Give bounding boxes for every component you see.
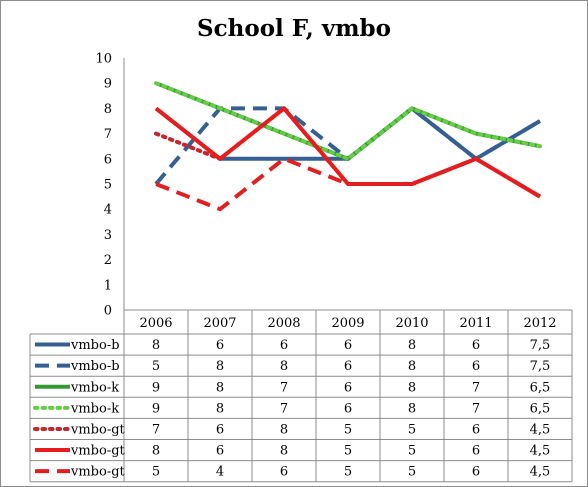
y-tick-label: 9	[104, 77, 112, 92]
data-cell: 9	[152, 380, 160, 395]
data-cell: 6	[280, 465, 288, 480]
legend-label: vmbo-b	[70, 338, 120, 353]
data-cell: 7,5	[530, 338, 551, 353]
data-cell: 8	[408, 338, 416, 353]
legend-label: vmbo-b	[70, 359, 120, 374]
data-cell: 6	[472, 359, 480, 374]
data-cell: 6	[472, 422, 480, 437]
x-tick-label: 2010	[395, 316, 428, 331]
data-cell: 6	[216, 444, 224, 459]
series-line-vmbo-k-dotted	[154, 81, 542, 161]
data-cell: 8	[216, 401, 224, 416]
data-cell: 8	[152, 338, 160, 353]
data-cell: 8	[216, 359, 224, 374]
x-tick-label: 2012	[523, 316, 556, 331]
data-cell: 4	[216, 465, 224, 480]
data-cell: 6	[344, 338, 352, 353]
data-cell: 5	[408, 444, 416, 459]
data-cell: 8	[280, 444, 288, 459]
data-cell: 7	[472, 401, 480, 416]
y-tick-label: 4	[104, 203, 112, 218]
data-cell: 6	[344, 401, 352, 416]
data-cell: 7,5	[530, 359, 551, 374]
data-cell: 4,5	[530, 444, 551, 459]
series-line-vmbo-gt-solid	[154, 106, 542, 199]
data-cell: 5	[408, 422, 416, 437]
data-cell: 9	[152, 401, 160, 416]
y-tick-label: 3	[104, 228, 112, 243]
data-cell: 8	[408, 359, 416, 374]
legend-label: vmbo-k	[70, 380, 119, 395]
y-tick-label: 1	[104, 278, 112, 293]
data-cell: 8	[408, 401, 416, 416]
data-cell: 6	[472, 465, 480, 480]
data-cell: 4,5	[530, 465, 551, 480]
legend-label: vmbo-gt	[70, 444, 126, 459]
data-cell: 5	[344, 465, 352, 480]
data-cell: 7	[280, 380, 288, 395]
x-tick-label: 2011	[459, 316, 492, 331]
y-tick-label: 10	[95, 52, 112, 67]
data-cell: 5	[344, 444, 352, 459]
x-tick-label: 2007	[203, 316, 236, 331]
data-cell: 8	[280, 359, 288, 374]
data-cell: 6	[472, 444, 480, 459]
legend-label: vmbo-gt	[70, 465, 126, 480]
data-cell: 6	[216, 422, 224, 437]
series-line-vmbo-k-solid	[155, 81, 541, 161]
data-cell: 6	[472, 338, 480, 353]
data-cell: 5	[152, 465, 160, 480]
data-cell: 5	[408, 465, 416, 480]
legend-label: vmbo-k	[70, 401, 119, 416]
data-cell: 8	[152, 444, 160, 459]
data-cell: 6,5	[530, 380, 551, 395]
data-cell: 7	[472, 380, 480, 395]
y-tick-label: 0	[104, 304, 112, 319]
series-line-vmbo-gt-dashed	[155, 156, 542, 212]
y-tick-label: 5	[104, 178, 112, 193]
data-cell: 6	[216, 338, 224, 353]
data-cell: 7	[280, 401, 288, 416]
y-tick-label: 2	[104, 253, 112, 268]
data-cell: 8	[280, 422, 288, 437]
data-cell: 6	[344, 359, 352, 374]
y-tick-label: 6	[104, 152, 112, 167]
series-line-vmbo-b-dashed	[154, 106, 542, 186]
data-cell: 8	[408, 380, 416, 395]
data-cell: 7	[152, 422, 160, 437]
data-cell: 5	[152, 359, 160, 374]
data-cell: 6,5	[530, 401, 551, 416]
x-tick-label: 2006	[139, 316, 172, 331]
plot-area: 0 1 2 3 4 5 6 7 8 9 10	[95, 52, 542, 319]
data-cell: 5	[344, 422, 352, 437]
y-tick-label: 7	[104, 127, 112, 142]
data-cell: 4,5	[530, 422, 551, 437]
data-cell: 8	[216, 380, 224, 395]
data-cell: 6	[344, 380, 352, 395]
x-tick-label: 2008	[267, 316, 300, 331]
y-tick-label: 8	[104, 102, 112, 117]
x-tick-label: 2009	[331, 316, 364, 331]
legend-label: vmbo-gt	[70, 422, 126, 437]
chart-title: School F, vmbo	[197, 15, 391, 42]
data-table: 2006 2007 2008 2009 2010 2011 2012 vmbo-b 8 6 6 6 8 6…	[29, 309, 573, 483]
data-cell: 6	[280, 338, 288, 353]
